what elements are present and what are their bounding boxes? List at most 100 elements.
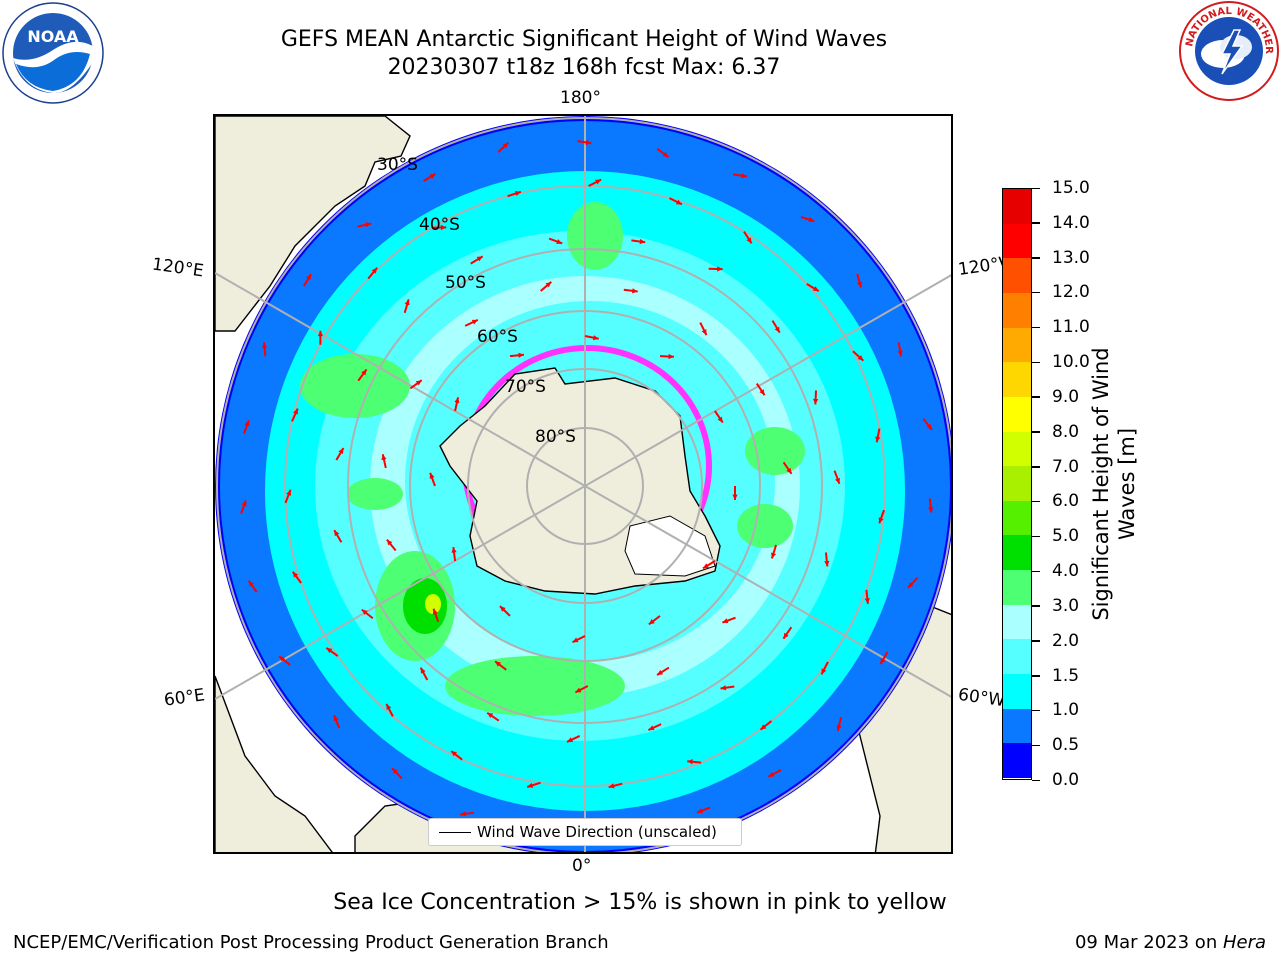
colorbar-tick-mark <box>1032 500 1040 503</box>
wind-arrow-head <box>928 506 934 513</box>
wind-arrow-head <box>471 319 478 325</box>
wind-arrow-head <box>499 606 506 612</box>
colorbar-segment <box>1003 743 1031 778</box>
wind-arrow-head <box>774 326 780 333</box>
lon-label-60w: 60°W <box>956 684 1007 712</box>
nws-logo: NATIONAL WEATHER SERVICE <box>1174 0 1280 102</box>
colorbar-tick-label: 2.0 <box>1052 630 1080 651</box>
wind-arrow-head <box>639 238 646 245</box>
colorbar-tick-label: 5.0 <box>1052 526 1080 547</box>
wind-arrow-head <box>771 552 777 559</box>
map-panel: 30°S 40°S 50°S 60°S 70°S 80°S Wind Wave … <box>213 114 953 854</box>
colorbar-segment <box>1003 293 1031 328</box>
colorbar-segment <box>1003 397 1031 432</box>
colorbar-segment <box>1003 189 1031 224</box>
wind-arrow-head <box>897 350 903 357</box>
run-info: 09 Mar 2023 on Hera <box>1075 932 1266 953</box>
colorbar-tick-mark <box>1032 675 1040 677</box>
colorbar-segment <box>1003 328 1031 362</box>
lat-label-50: 50°S <box>445 273 486 293</box>
wind-arrow-head <box>732 494 738 500</box>
colorbar-tick-mark <box>1032 361 1040 364</box>
wind-arrow-head <box>244 420 250 427</box>
lon-label-180: 180° <box>560 88 601 108</box>
wind-arrow-head <box>487 712 494 718</box>
colorbar-tick-mark <box>1032 291 1040 294</box>
colorbar-tick-label: 7.0 <box>1052 456 1080 477</box>
wind-arrow-head <box>440 224 447 231</box>
wind-arrow-head <box>907 582 914 588</box>
wind-arrow-head <box>527 782 534 788</box>
colorbar-segment <box>1003 466 1031 501</box>
colorbar-segment <box>1003 674 1031 709</box>
colorbar-tick-mark <box>1032 466 1040 468</box>
colorbar-segment <box>1003 570 1031 605</box>
wind-arrow-head <box>333 715 339 722</box>
colorbar-tick-mark <box>1032 326 1040 329</box>
wind-arrow-head <box>286 489 292 496</box>
wind-arrow-head <box>648 725 655 731</box>
lat-label-40: 40°S <box>419 215 460 235</box>
colorbar-tick-mark <box>1032 640 1040 642</box>
colorbar-segment <box>1003 501 1031 535</box>
lon-label-0: 0° <box>572 856 592 876</box>
colorbar-segment <box>1003 432 1031 466</box>
wind-arrow-head <box>460 811 466 817</box>
wind-arrow-head <box>361 609 368 616</box>
colorbar-tick-mark <box>1032 222 1040 224</box>
wind-arrow-head <box>687 759 693 765</box>
wind-arrow-head <box>857 281 863 288</box>
wind-arrow-head <box>702 563 709 569</box>
sea-ice-note: Sea Ice Concentration > 15% is shown in … <box>333 890 947 915</box>
wind-arrow-head <box>361 369 367 376</box>
wind-arrow-head <box>326 647 333 654</box>
wind-arrow-head <box>420 667 426 674</box>
legend-label: Wind Wave Direction (unscaled) <box>477 823 717 841</box>
wind-arrow-head <box>926 423 932 430</box>
title-line1: GEFS MEAN Antarctic Significant Height o… <box>280 27 888 52</box>
wind-arrow-head <box>451 751 458 757</box>
wind-arrow-head <box>717 266 723 272</box>
wind-arrow-head <box>662 151 669 158</box>
wind-arrow-head <box>476 256 483 262</box>
wind-arrow-head <box>741 173 747 179</box>
colorbar-tick-label: 9.0 <box>1052 386 1080 407</box>
colorbar-tick-label: 0.5 <box>1052 735 1080 756</box>
legend-line-swatch <box>439 832 471 833</box>
wind-arrow-head <box>429 173 436 179</box>
wind-arrow-head <box>432 608 438 615</box>
wind-arrow-head <box>857 355 864 361</box>
lat-label-70: 70°S <box>505 377 546 397</box>
wind-arrow-head <box>592 335 599 341</box>
colorbar-tick-mark <box>1032 431 1040 433</box>
map-legend: Wind Wave Direction (unscaled) <box>428 818 742 846</box>
wind-arrow-head <box>657 669 664 675</box>
wind-arrow-head <box>808 217 815 223</box>
wind-arrow-head <box>386 703 392 710</box>
noaa-logo: NOAA <box>2 2 104 104</box>
wind-arrow-head <box>261 342 268 348</box>
colorbar-tick-label: 0.0 <box>1052 770 1080 790</box>
lat-label-60: 60°S <box>477 327 518 347</box>
colorbar-tick-mark <box>1032 744 1040 747</box>
colorbar-title-line1: Significant Height of Wind <box>1089 347 1113 621</box>
wind-arrow-head <box>241 500 247 507</box>
colorbar-tick-label: 11.0 <box>1052 317 1090 338</box>
run-machine: Hera <box>1222 932 1266 953</box>
wind-arrow-head <box>502 142 509 149</box>
colorbar-segment <box>1003 709 1031 743</box>
wind-arrow-head <box>717 416 723 423</box>
colorbar-segment <box>1003 639 1031 674</box>
wind-arrow-head <box>759 389 765 396</box>
colorbar-tick-mark <box>1032 257 1040 259</box>
colorbar-tick-mark <box>1032 187 1040 189</box>
colorbar-segment <box>1003 224 1031 258</box>
wind-arrow-head <box>608 783 615 789</box>
lat-label-30: 30°S <box>377 155 418 175</box>
wind-arrow-head <box>381 454 387 461</box>
wind-arrow-head <box>813 398 819 405</box>
title-line2: 20230307 t18z 168h fcst Max: 6.37 <box>387 55 781 80</box>
wind-arrow-head <box>824 560 830 567</box>
run-date: 09 Mar 2023 on <box>1074 932 1223 953</box>
colorbar-tick-label: 6.0 <box>1052 491 1080 512</box>
